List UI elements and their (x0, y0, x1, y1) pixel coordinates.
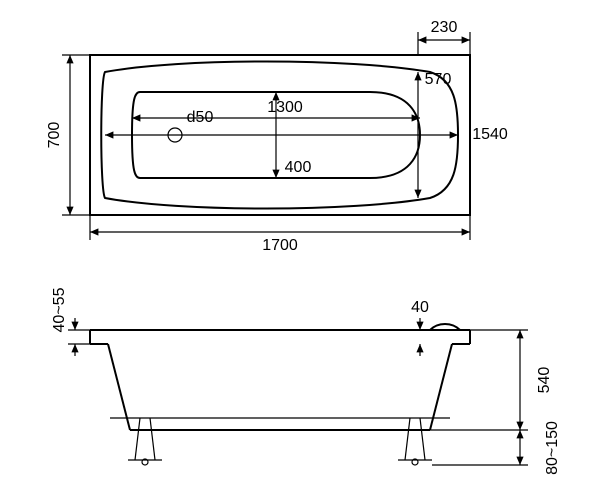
dim-40-55-label: 40~55 (51, 287, 68, 332)
dim-1700: 1700 (90, 215, 470, 254)
dim-80-150-label: 80~150 (544, 421, 561, 475)
dim-1300-label: 1300 (267, 99, 303, 116)
dim-80-150: 80~150 (432, 421, 561, 475)
dim-400-label: 400 (285, 159, 312, 176)
dim-1540-label: 1540 (472, 126, 508, 143)
dim-230-label: 230 (431, 19, 458, 36)
dim-540: 540 (430, 330, 553, 430)
top-view: 230 570 700 d50 1300 1540 400 (46, 19, 508, 254)
side-view: 40~55 40 540 80~150 (51, 287, 561, 474)
dim-1700-label: 1700 (262, 237, 298, 254)
dim-40-label: 40 (411, 299, 429, 316)
dim-540-label: 540 (536, 367, 553, 394)
leg-right (398, 418, 432, 465)
dim-40-55: 40~55 (51, 287, 90, 356)
dim-1540: 1540 (105, 126, 508, 143)
bathtub-dimension-drawing: 230 570 700 d50 1300 1540 400 (0, 0, 600, 500)
dim-700-label: 700 (46, 122, 63, 149)
dim-230: 230 (418, 19, 470, 55)
dim-40: 40 (411, 299, 429, 356)
leg-left (128, 418, 162, 465)
dim-700: 700 (46, 55, 90, 215)
dim-570-label: 570 (425, 71, 452, 88)
